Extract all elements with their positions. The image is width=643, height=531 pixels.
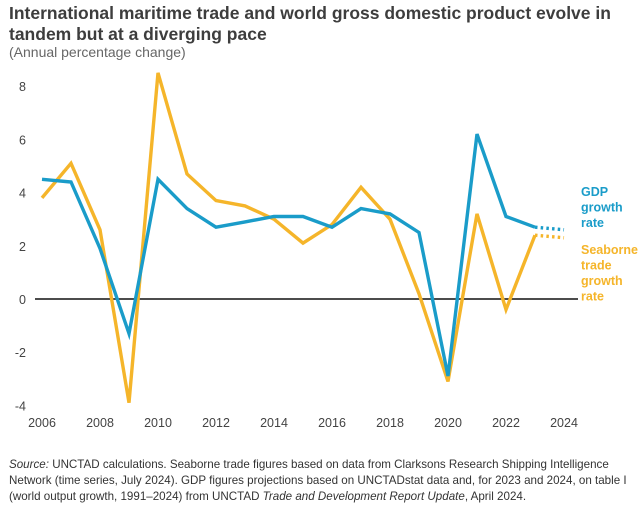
source-label: Source:: [9, 458, 49, 471]
x-tick-label: 2024: [550, 416, 578, 430]
x-tick-label: 2008: [86, 416, 114, 430]
y-tick-label: 4: [19, 187, 26, 201]
y-tick-label: -4: [15, 399, 26, 413]
seaborne-legend-label: trade: [581, 259, 612, 273]
source-text-1: UNCTAD calculations. Seaborne trade figu…: [9, 458, 627, 503]
x-tick-label: 2012: [202, 416, 230, 430]
gdp-projection-line: [534, 225, 565, 232]
y-tick-label: 8: [19, 80, 26, 94]
y-tick-label: 0: [19, 293, 26, 307]
x-tick-label: 2014: [260, 416, 288, 430]
y-tick-label: 6: [19, 133, 26, 147]
source-text-2: , April 2024.: [464, 490, 527, 503]
source-report-title: Trade and Development Report Update: [262, 490, 465, 503]
gdp-series-line: [41, 133, 536, 377]
x-tick-label: 2018: [376, 416, 404, 430]
x-tick-label: 2022: [492, 416, 520, 430]
y-tick-label: 2: [19, 240, 26, 254]
x-tick-label: 2006: [28, 416, 56, 430]
x-tick-label: 2010: [144, 416, 172, 430]
x-tick-label: 2016: [318, 416, 346, 430]
x-tick-label: 2020: [434, 416, 462, 430]
source-note: Source: UNCTAD calculations. Seaborne tr…: [9, 457, 634, 505]
y-tick-label: -2: [15, 346, 26, 360]
line-chart: -4 -2 0 2 4 6 8 2006 2008 2010 2012 2014 2016 2018 20…: [15, 72, 638, 430]
seaborne-projection-line: [534, 233, 565, 240]
gdp-legend-label: GDP: [581, 185, 608, 199]
seaborne-legend-label: Seaborne: [581, 243, 638, 257]
gdp-legend-label: rate: [581, 216, 604, 230]
gdp-legend-label: growth: [581, 201, 623, 215]
seaborne-legend-label: growth: [581, 274, 623, 288]
seaborne-series-line: [40, 72, 537, 403]
chart-title: International maritime trade and world g…: [9, 3, 611, 44]
chart-subtitle: (Annual percentage change): [9, 44, 186, 60]
seaborne-legend-label: rate: [581, 290, 604, 304]
